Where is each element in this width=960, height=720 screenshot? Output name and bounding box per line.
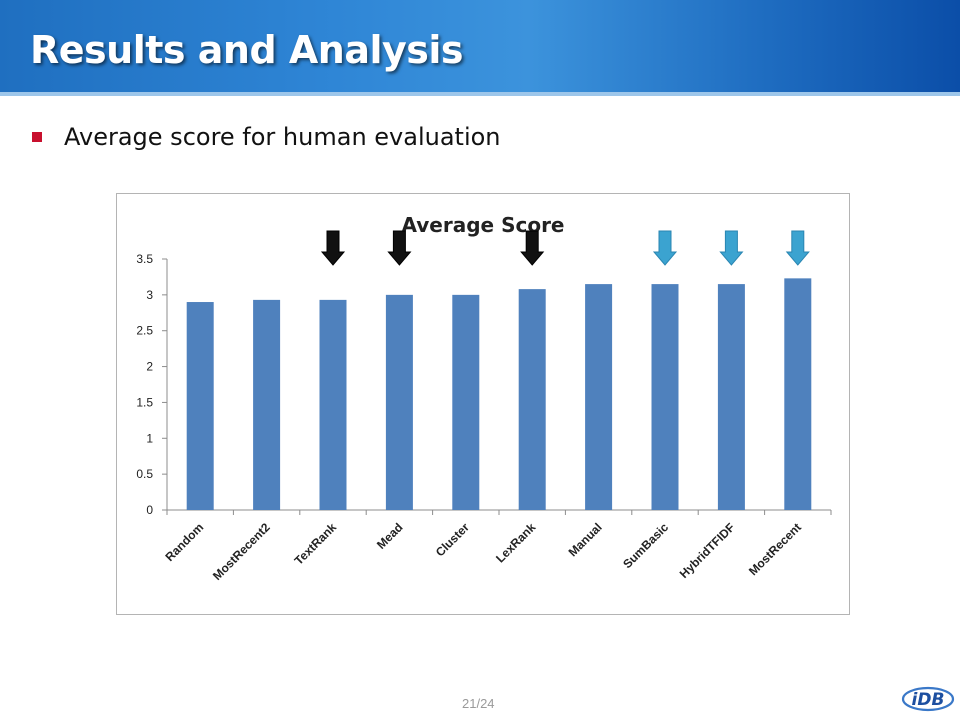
chart-frame: Average Score 0 0.5 1 1.5 2 2.5 3 3.5 Random MostR… [116, 193, 850, 615]
x-tick-label: MostRecent2 [210, 520, 273, 583]
bar-random [186, 302, 214, 510]
x-tick-label: Manual [566, 520, 605, 559]
y-tick-label: 1.5 [136, 395, 153, 409]
y-tick-label: 3 [146, 288, 153, 302]
x-tick-label: TextRank [292, 520, 340, 568]
x-tick-label: MostRecent [746, 520, 804, 578]
y-tick-label: 3.5 [136, 252, 153, 266]
bar-mostrecent [784, 278, 812, 510]
arrow-marker-icon [520, 230, 545, 266]
y-tick-label: 2.5 [136, 324, 153, 338]
y-tick-label: 0.5 [136, 467, 153, 481]
bar-cluster [452, 294, 480, 510]
x-tick-label: Cluster [433, 520, 472, 559]
arrow-marker-icon [387, 230, 412, 266]
arrow-marker-icon [785, 230, 810, 266]
page-number: 21/24 [462, 696, 495, 711]
idb-logo: iDB [901, 686, 955, 712]
bar-sumbasic [651, 284, 679, 510]
bar-mostrecent2 [253, 299, 281, 510]
x-tick-label: Mead [374, 520, 406, 552]
x-tick-label: HybridTFIDF [677, 520, 738, 581]
bullet-text: Average score for human evaluation [64, 123, 501, 151]
arrow-marker-icon [719, 230, 744, 266]
bar-textrank [319, 299, 347, 510]
bar-hybridtfidf [717, 284, 745, 510]
title-bar: Results and Analysis [0, 0, 960, 96]
x-tick-label: SumBasic [620, 520, 671, 571]
bullet-point: Average score for human evaluation [32, 120, 501, 154]
x-tick-label: Random [162, 520, 206, 564]
bar-mead [385, 294, 413, 510]
bar-lexrank [518, 289, 546, 510]
bullet-square-icon [32, 132, 42, 142]
x-tick-label: LexRank [493, 520, 539, 566]
svg-text:iDB: iDB [912, 690, 945, 710]
arrow-marker-icon [652, 230, 678, 266]
y-tick-label: 0 [146, 503, 153, 517]
bar-manual [585, 284, 613, 510]
y-tick-label: 1 [146, 431, 153, 445]
arrow-marker-icon [320, 230, 346, 266]
chart-title: Average Score [402, 213, 565, 237]
slide-title: Results and Analysis [30, 28, 464, 72]
y-tick-label: 2 [146, 360, 153, 374]
